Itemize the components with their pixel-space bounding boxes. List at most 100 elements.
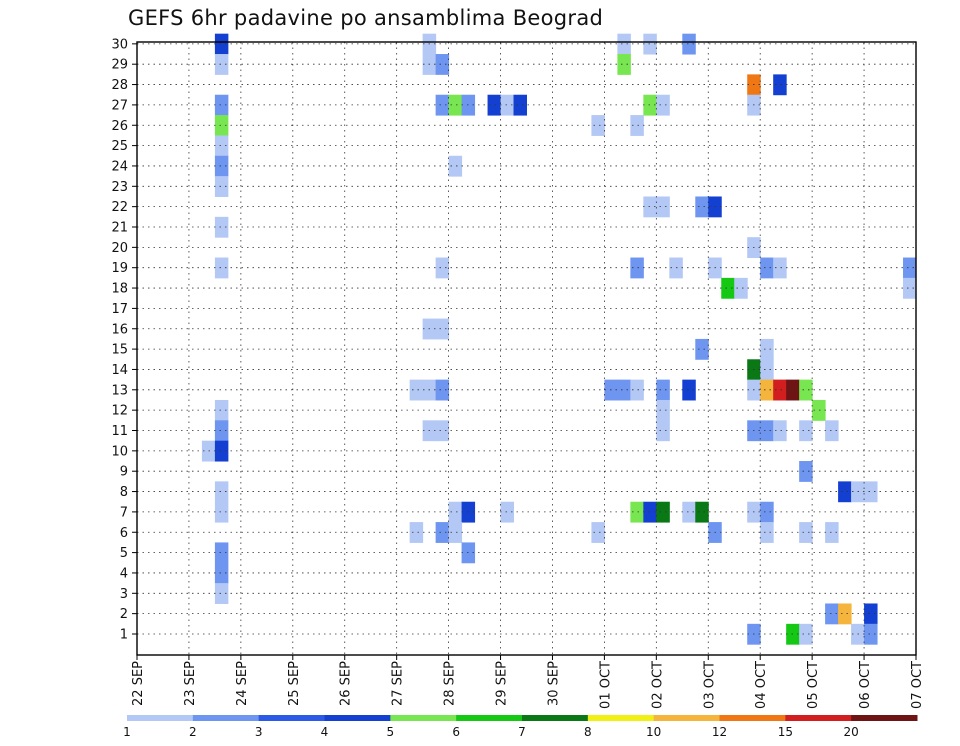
heatmap-cell	[760, 338, 774, 360]
heatmap-cell	[799, 461, 813, 482]
heatmap-cell	[591, 115, 605, 136]
heatmap-cell	[643, 33, 657, 55]
colorbar-label: 15	[778, 725, 793, 739]
heatmap-cell	[799, 420, 813, 442]
heatmap-cell	[864, 603, 878, 625]
y-tick-label: 15	[111, 343, 128, 358]
heatmap-cell	[656, 399, 670, 421]
y-tick-label: 2	[120, 607, 128, 622]
colorbar-label: 6	[452, 725, 460, 739]
heatmap-cell	[760, 522, 774, 543]
heatmap-cell	[409, 379, 424, 401]
x-tick-label: 07 OCT	[910, 661, 925, 709]
heatmap-cell	[617, 379, 631, 401]
heatmap-cell	[799, 522, 813, 543]
y-tick-label: 7	[120, 505, 128, 520]
y-tick-label: 24	[111, 159, 128, 174]
heatmap-cell	[214, 176, 229, 197]
heatmap-cell	[760, 359, 774, 381]
heatmap-cell	[500, 501, 515, 523]
heatmap-cell	[448, 94, 463, 116]
colorbar-label: 20	[844, 725, 859, 739]
x-tick-label: 26 SEP	[339, 661, 354, 706]
y-tick-label: 14	[111, 363, 128, 378]
y-tick-label: 27	[111, 98, 128, 113]
y-tick-label: 13	[111, 383, 128, 398]
heatmap-cell	[214, 94, 229, 116]
x-tick-label: 28 SEP	[443, 661, 458, 706]
y-tick-label: 10	[111, 444, 128, 459]
heatmap-cell	[903, 257, 917, 279]
heatmap-cell	[682, 33, 696, 55]
heatmap-cell	[435, 318, 450, 340]
heatmap-cell	[760, 420, 774, 442]
heatmap-cell	[799, 379, 813, 401]
heatmap-cell	[760, 501, 774, 523]
heatmap-cell	[643, 196, 657, 218]
x-tick-label: 06 OCT	[858, 661, 873, 709]
heatmap-cell	[656, 196, 670, 218]
y-tick-label: 26	[111, 119, 128, 134]
heatmap-cell	[656, 94, 670, 116]
heatmap-cell	[591, 522, 605, 543]
y-tick-label: 3	[120, 587, 128, 602]
x-tick-label: 03 OCT	[702, 661, 717, 709]
colorbar-label: 8	[584, 725, 592, 739]
y-tick-label: 22	[111, 200, 128, 215]
heatmap-cell	[214, 542, 229, 564]
heatmap-cell	[825, 420, 839, 442]
heatmap-cell	[214, 481, 229, 503]
heatmap-cell	[214, 135, 229, 157]
heatmap-cell	[695, 196, 709, 218]
heatmap-cell	[214, 501, 229, 523]
heatmap-cell	[734, 277, 748, 299]
y-tick-label: 23	[111, 180, 128, 195]
heatmap-cell	[838, 603, 852, 625]
plot-frame	[136, 41, 917, 656]
y-tick-label: 4	[120, 566, 128, 581]
heatmap-cell	[435, 94, 450, 116]
y-tick-label: 29	[111, 58, 128, 73]
heatmap-cell	[643, 94, 657, 116]
heatmap-cell	[825, 522, 839, 543]
x-tick-label: 05 OCT	[806, 661, 821, 709]
heatmap-cell	[630, 257, 644, 279]
colorbar-segment	[390, 715, 457, 721]
heatmap-cell	[487, 94, 502, 116]
heatmap-cell	[214, 562, 229, 584]
y-tick-label: 9	[120, 465, 128, 480]
x-tick-label: 01 OCT	[598, 661, 613, 709]
x-axis: 22 SEP 23 SEP 24 SEP 25 SEP 26 SEP 27 SEP 28 S…	[131, 655, 925, 709]
y-tick-label: 25	[111, 139, 128, 154]
x-tick-label: 24 SEP	[235, 661, 250, 706]
heatmap-cell	[214, 257, 229, 279]
heatmap-cell	[214, 420, 229, 442]
y-tick-label: 1	[120, 628, 128, 643]
heatmap-cell	[643, 501, 657, 523]
heatmap-cell	[838, 481, 852, 503]
colorbar-segment	[851, 715, 918, 721]
colorbar-segment	[324, 715, 391, 721]
y-tick-label: 12	[111, 404, 128, 419]
x-tick-label: 22 SEP	[131, 661, 146, 706]
y-tick-label: 17	[111, 302, 128, 317]
x-tick-label: 02 OCT	[650, 661, 665, 709]
heatmap-cell	[682, 379, 696, 401]
heatmap-cell	[864, 623, 878, 645]
y-tick-label: 18	[111, 282, 128, 297]
colorbar-label: 12	[712, 725, 727, 739]
colorbar-label: 7	[518, 725, 526, 739]
y-tick-label: 5	[120, 546, 128, 561]
colorbar-label: 2	[189, 725, 197, 739]
y-tick-label: 20	[111, 241, 128, 256]
colorbar-segment	[653, 715, 720, 721]
colorbar-label: 3	[255, 725, 263, 739]
y-axis: 1234567891011121314151617181920212223242…	[111, 37, 137, 643]
heatmap-cell	[214, 155, 229, 177]
colorbar-segment	[258, 715, 325, 721]
x-tick-label: 04 OCT	[754, 661, 769, 709]
grid	[137, 42, 916, 655]
heatmap-cell	[435, 379, 450, 401]
x-tick-label: 23 SEP	[183, 661, 198, 706]
heatmap-cell	[617, 54, 631, 75]
